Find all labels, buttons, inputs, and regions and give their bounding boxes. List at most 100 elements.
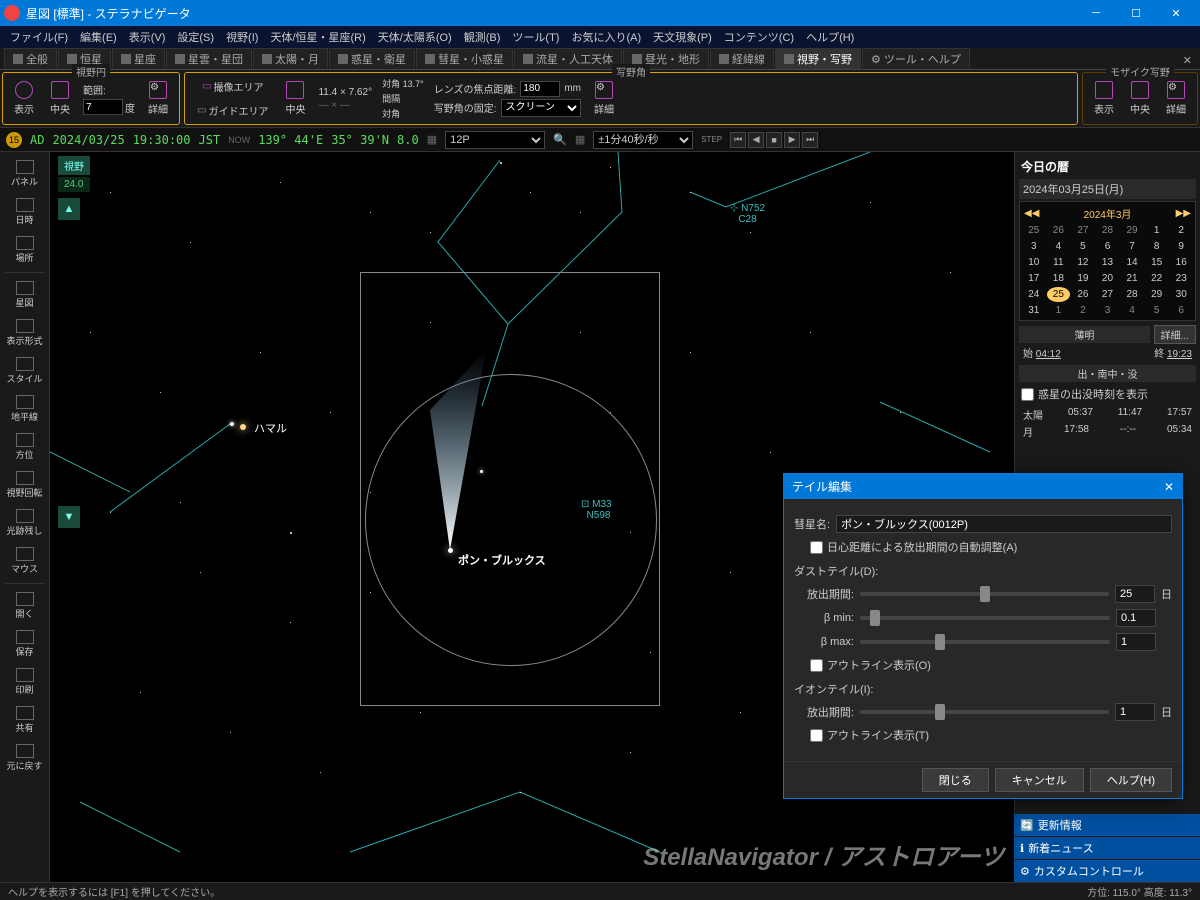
date-display[interactable]: 2024/03/25 (52, 133, 124, 147)
ion-emit-input[interactable] (1115, 703, 1155, 721)
sidebar-日時[interactable]: 日時 (3, 194, 47, 230)
tab-視野・写野[interactable]: 視野・写野 (775, 48, 861, 69)
cal-day[interactable]: 3 (1096, 303, 1120, 318)
cal-day[interactable]: 13 (1096, 255, 1120, 270)
beta-min-input[interactable] (1116, 609, 1156, 627)
cal-day[interactable]: 1 (1145, 223, 1169, 238)
news-button[interactable]: ℹ 新着ニュース (1014, 837, 1200, 859)
tab-流星・人工天体[interactable]: 流星・人工天体 (514, 48, 622, 69)
cal-day[interactable]: 29 (1145, 287, 1169, 302)
sidebar-マウス[interactable]: マウス (3, 543, 47, 579)
cal-prev-button[interactable]: ◀◀ (1024, 208, 1039, 219)
close-button[interactable]: 閉じる (922, 768, 989, 792)
tab-星雲・星団[interactable]: 星雲・星団 (166, 48, 252, 69)
cancel-button[interactable]: キャンセル (995, 768, 1084, 792)
cal-day[interactable]: 17 (1022, 271, 1046, 286)
cal-day[interactable]: 6 (1169, 303, 1193, 318)
cal-day[interactable]: 24 (1022, 287, 1046, 302)
center-fov-button[interactable]: 中央 (43, 74, 77, 123)
cal-day[interactable]: 28 (1120, 287, 1144, 302)
cal-day[interactable]: 26 (1047, 223, 1071, 238)
updates-button[interactable]: 🔄 更新情報 (1014, 814, 1200, 836)
sidebar-場所[interactable]: 場所 (3, 232, 47, 268)
sidebar-元に戻す[interactable]: 元に戻す (3, 740, 47, 776)
comet-name-input[interactable] (836, 515, 1172, 533)
beta-max-slider[interactable] (860, 640, 1110, 644)
cal-day[interactable]: 1 (1047, 303, 1071, 318)
beta-max-input[interactable] (1116, 633, 1156, 651)
calendar[interactable]: ◀◀ 2024年3月 ▶▶ 25262728291234567891011121… (1019, 201, 1196, 321)
cal-day[interactable]: 26 (1071, 287, 1095, 302)
cal-day[interactable]: 18 (1047, 271, 1071, 286)
sidebar-星図[interactable]: 星図 (3, 277, 47, 313)
show-planets-check[interactable] (1021, 388, 1034, 401)
tab-全般[interactable]: 全般 (4, 48, 57, 69)
cal-day[interactable]: 30 (1169, 287, 1193, 302)
cal-day[interactable]: 16 (1169, 255, 1193, 270)
menu-item[interactable]: ヘルプ(H) (802, 27, 858, 47)
menu-item[interactable]: コンテンツ(C) (720, 27, 798, 47)
fov-range-input[interactable] (83, 99, 123, 115)
sidebar-共有[interactable]: 共有 (3, 702, 47, 738)
twilight-detail-button[interactable]: 詳細... (1154, 325, 1196, 344)
sidebar-パネル[interactable]: パネル (3, 156, 47, 192)
auto-adjust-check[interactable] (810, 541, 823, 554)
menu-item[interactable]: 編集(E) (76, 27, 121, 47)
menu-item[interactable]: ツール(T) (508, 27, 563, 47)
menu-item[interactable]: 視野(I) (222, 27, 262, 47)
cal-day[interactable]: 20 (1096, 271, 1120, 286)
zoom-out-button[interactable]: ▼ (58, 506, 80, 528)
sidebar-スタイル[interactable]: スタイル (3, 353, 47, 389)
menu-item[interactable]: 観測(B) (460, 27, 505, 47)
zoom-in-button[interactable]: ▲ (58, 198, 80, 220)
frame-detail-button[interactable]: ⚙詳細 (587, 74, 621, 123)
guide-area-button[interactable]: ▭ガイドエリア (193, 101, 272, 121)
cal-day[interactable]: 12 (1071, 255, 1095, 270)
cal-day[interactable]: 25 (1047, 287, 1071, 302)
cal-day[interactable]: 15 (1145, 255, 1169, 270)
sidebar-視野回転[interactable]: 視野回転 (3, 467, 47, 503)
cal-day[interactable]: 4 (1120, 303, 1144, 318)
imaging-area-button[interactable]: ▭撮像エリア (193, 77, 272, 97)
menu-item[interactable]: 天体/恒星・星座(R) (266, 27, 369, 47)
step-play-button[interactable]: ▶ (784, 132, 800, 148)
mosaic-detail-button[interactable]: ⚙詳細 (1159, 74, 1193, 123)
cal-day[interactable]: 27 (1071, 223, 1095, 238)
sidebar-表示形式[interactable]: 表示形式 (3, 315, 47, 351)
beta-min-slider[interactable] (860, 616, 1110, 620)
cal-day[interactable]: 31 (1022, 303, 1046, 318)
menu-item[interactable]: お気に入り(A) (567, 27, 645, 47)
menu-item[interactable]: 表示(V) (125, 27, 170, 47)
sidebar-開く[interactable]: 開く (3, 588, 47, 624)
cal-day[interactable]: 27 (1096, 287, 1120, 302)
menu-item[interactable]: ファイル(F) (6, 27, 72, 47)
sidebar-方位[interactable]: 方位 (3, 429, 47, 465)
cal-day[interactable]: 10 (1022, 255, 1046, 270)
cal-day[interactable]: 25 (1022, 223, 1046, 238)
target-select[interactable]: 12P (445, 131, 545, 149)
tab-太陽・月[interactable]: 太陽・月 (253, 48, 328, 69)
tab-彗星・小惑星[interactable]: 彗星・小惑星 (416, 48, 513, 69)
cal-day[interactable]: 2 (1169, 223, 1193, 238)
step-select[interactable]: ±1分40秒/秒 (593, 131, 693, 149)
cal-day[interactable]: 5 (1071, 239, 1095, 254)
close-tab-icon[interactable]: ✕ (1175, 52, 1200, 69)
show-fov-button[interactable]: 表示 (7, 74, 41, 123)
cal-day[interactable]: 14 (1120, 255, 1144, 270)
cal-day[interactable]: 23 (1169, 271, 1193, 286)
custom-control-button[interactable]: ⚙ カスタムコントロール (1014, 860, 1200, 882)
cal-day[interactable]: 19 (1071, 271, 1095, 286)
tab-経緯線[interactable]: 経緯線 (710, 48, 774, 69)
dust-emit-slider[interactable] (860, 592, 1109, 596)
sidebar-地平線[interactable]: 地平線 (3, 391, 47, 427)
sidebar-光跡残し[interactable]: 光跡残し (3, 505, 47, 541)
cal-next-button[interactable]: ▶▶ (1176, 208, 1191, 219)
ion-emit-slider[interactable] (860, 710, 1109, 714)
center-frame-button[interactable]: 中央 (278, 74, 312, 123)
cal-day[interactable]: 2 (1071, 303, 1095, 318)
mosaic-center-button[interactable]: 中央 (1123, 74, 1157, 123)
cal-day[interactable]: 5 (1145, 303, 1169, 318)
tab-ツール・ヘルプ[interactable]: ⚙ツール・ヘルプ (862, 48, 970, 69)
cal-day[interactable]: 22 (1145, 271, 1169, 286)
tab-惑星・衛星[interactable]: 惑星・衛星 (329, 48, 415, 69)
